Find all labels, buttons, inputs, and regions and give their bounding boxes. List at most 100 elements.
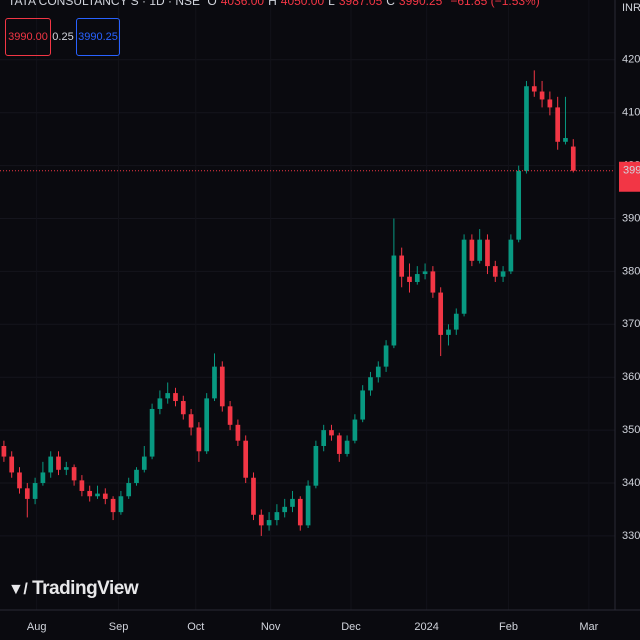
y-tick-label: 3500 (622, 424, 640, 436)
candle-body (547, 99, 553, 108)
candle-body (290, 498, 295, 507)
candle-body (204, 398, 210, 452)
candle-body (422, 271, 428, 275)
candle-body (17, 472, 22, 489)
candle-body (508, 239, 514, 272)
ohlc-value: 4036.00 (220, 0, 265, 8)
y-tick-label: 3300 (622, 530, 640, 542)
candle-body (243, 440, 249, 478)
candle-body (430, 271, 436, 293)
candle-body (227, 406, 233, 425)
brand: TradingView (32, 578, 139, 599)
buy-button[interactable]: 3990.25 (76, 18, 120, 56)
candle-body (9, 456, 15, 473)
candle-body (165, 393, 171, 399)
sell-button[interactable]: 3990.00 (5, 18, 51, 56)
x-tick-label: 2024 (414, 621, 438, 633)
ohlc-value: 3987.05 (338, 0, 383, 8)
x-tick-label: Mar (579, 621, 598, 633)
candle-body (282, 506, 288, 513)
candle-body (40, 472, 46, 484)
y-tick-label: 3800 (622, 265, 640, 277)
candle-body (531, 86, 537, 92)
y-tick-label: 3700 (622, 318, 640, 330)
ohlc-value: −61.85 (−1.53%) (450, 0, 540, 8)
logo: ▼/ TradingView (8, 578, 139, 599)
x-tick-label: Nov (261, 621, 281, 633)
ohlc-value: 3990.25 (398, 0, 443, 8)
candle-body (297, 498, 303, 526)
candle-body (500, 271, 506, 277)
ohlc-label: H (268, 0, 277, 8)
spread: 0.25 (52, 31, 74, 43)
candle-body (274, 512, 280, 521)
candle-body (414, 274, 420, 282)
candle-body (87, 490, 93, 497)
candle-body (141, 456, 147, 470)
candle-body (188, 414, 194, 428)
candle-body (477, 239, 483, 261)
candle-body (266, 520, 272, 526)
candle-body (126, 483, 132, 497)
y-tick-label: 3600 (622, 371, 640, 383)
ohlc: O 4036.00 H 4050.00 L 3987.05 C 3990.25 −61.85 (… (207, 0, 543, 8)
y-tick-label: 4100 (622, 107, 640, 119)
ohlc-label: C (386, 0, 395, 8)
candle-body (24, 488, 30, 499)
y-tick-label: 3400 (622, 477, 640, 489)
candle-body (180, 401, 186, 415)
candle-body (321, 430, 327, 446)
candle-body (524, 86, 529, 171)
candle-body (570, 146, 576, 171)
currency-label: INR (622, 2, 640, 14)
candle-body (79, 480, 85, 491)
candle-body (48, 456, 54, 473)
candle-body (56, 456, 61, 470)
ohlc-label: O (207, 0, 217, 8)
candle-body (352, 419, 358, 441)
candle-body (516, 170, 522, 240)
ohlc-value: 4050.00 (280, 0, 325, 8)
candle-body (368, 377, 373, 391)
candle-body (212, 366, 217, 399)
candle-body (71, 467, 77, 481)
candle-body (219, 366, 225, 407)
candle-body (102, 493, 108, 499)
candle-body (563, 138, 568, 142)
candle-body (329, 430, 334, 436)
candle-body (469, 239, 475, 261)
candle-body (461, 239, 467, 314)
candle-body (95, 493, 100, 497)
candle-body (539, 91, 545, 100)
candle-body (63, 467, 69, 470)
candle-body (360, 390, 366, 420)
candle-body (407, 276, 412, 282)
candle-body (157, 398, 163, 409)
candle-body (391, 255, 397, 346)
candle-body (485, 239, 490, 267)
x-tick-label: Dec (341, 621, 361, 633)
candle-body (196, 427, 202, 452)
candle-body (344, 440, 350, 454)
symbol-legend: TATA CONSULTANCY S · 1D · NSE O 4036.00 H 4… (8, 0, 548, 8)
candle-body (118, 496, 124, 513)
x-tick-label: Sep (109, 621, 129, 633)
x-tick-label: Aug (27, 621, 47, 633)
candle-body (446, 329, 451, 335)
candle-body (313, 445, 319, 486)
candle-body (149, 408, 155, 457)
y-tick-label: 4200 (622, 54, 640, 66)
candle-body (173, 393, 178, 402)
candle-body (32, 483, 38, 499)
candle-body (399, 255, 405, 277)
ohlc-label: L (328, 0, 335, 8)
candle-body (134, 469, 139, 484)
x-tick-label: Oct (187, 621, 204, 633)
candle-body (375, 366, 381, 378)
last-price-tag (619, 161, 640, 192)
candle-body (383, 345, 389, 367)
candle-body (555, 107, 561, 142)
candle-body (453, 313, 459, 330)
candle-body (1, 445, 7, 457)
